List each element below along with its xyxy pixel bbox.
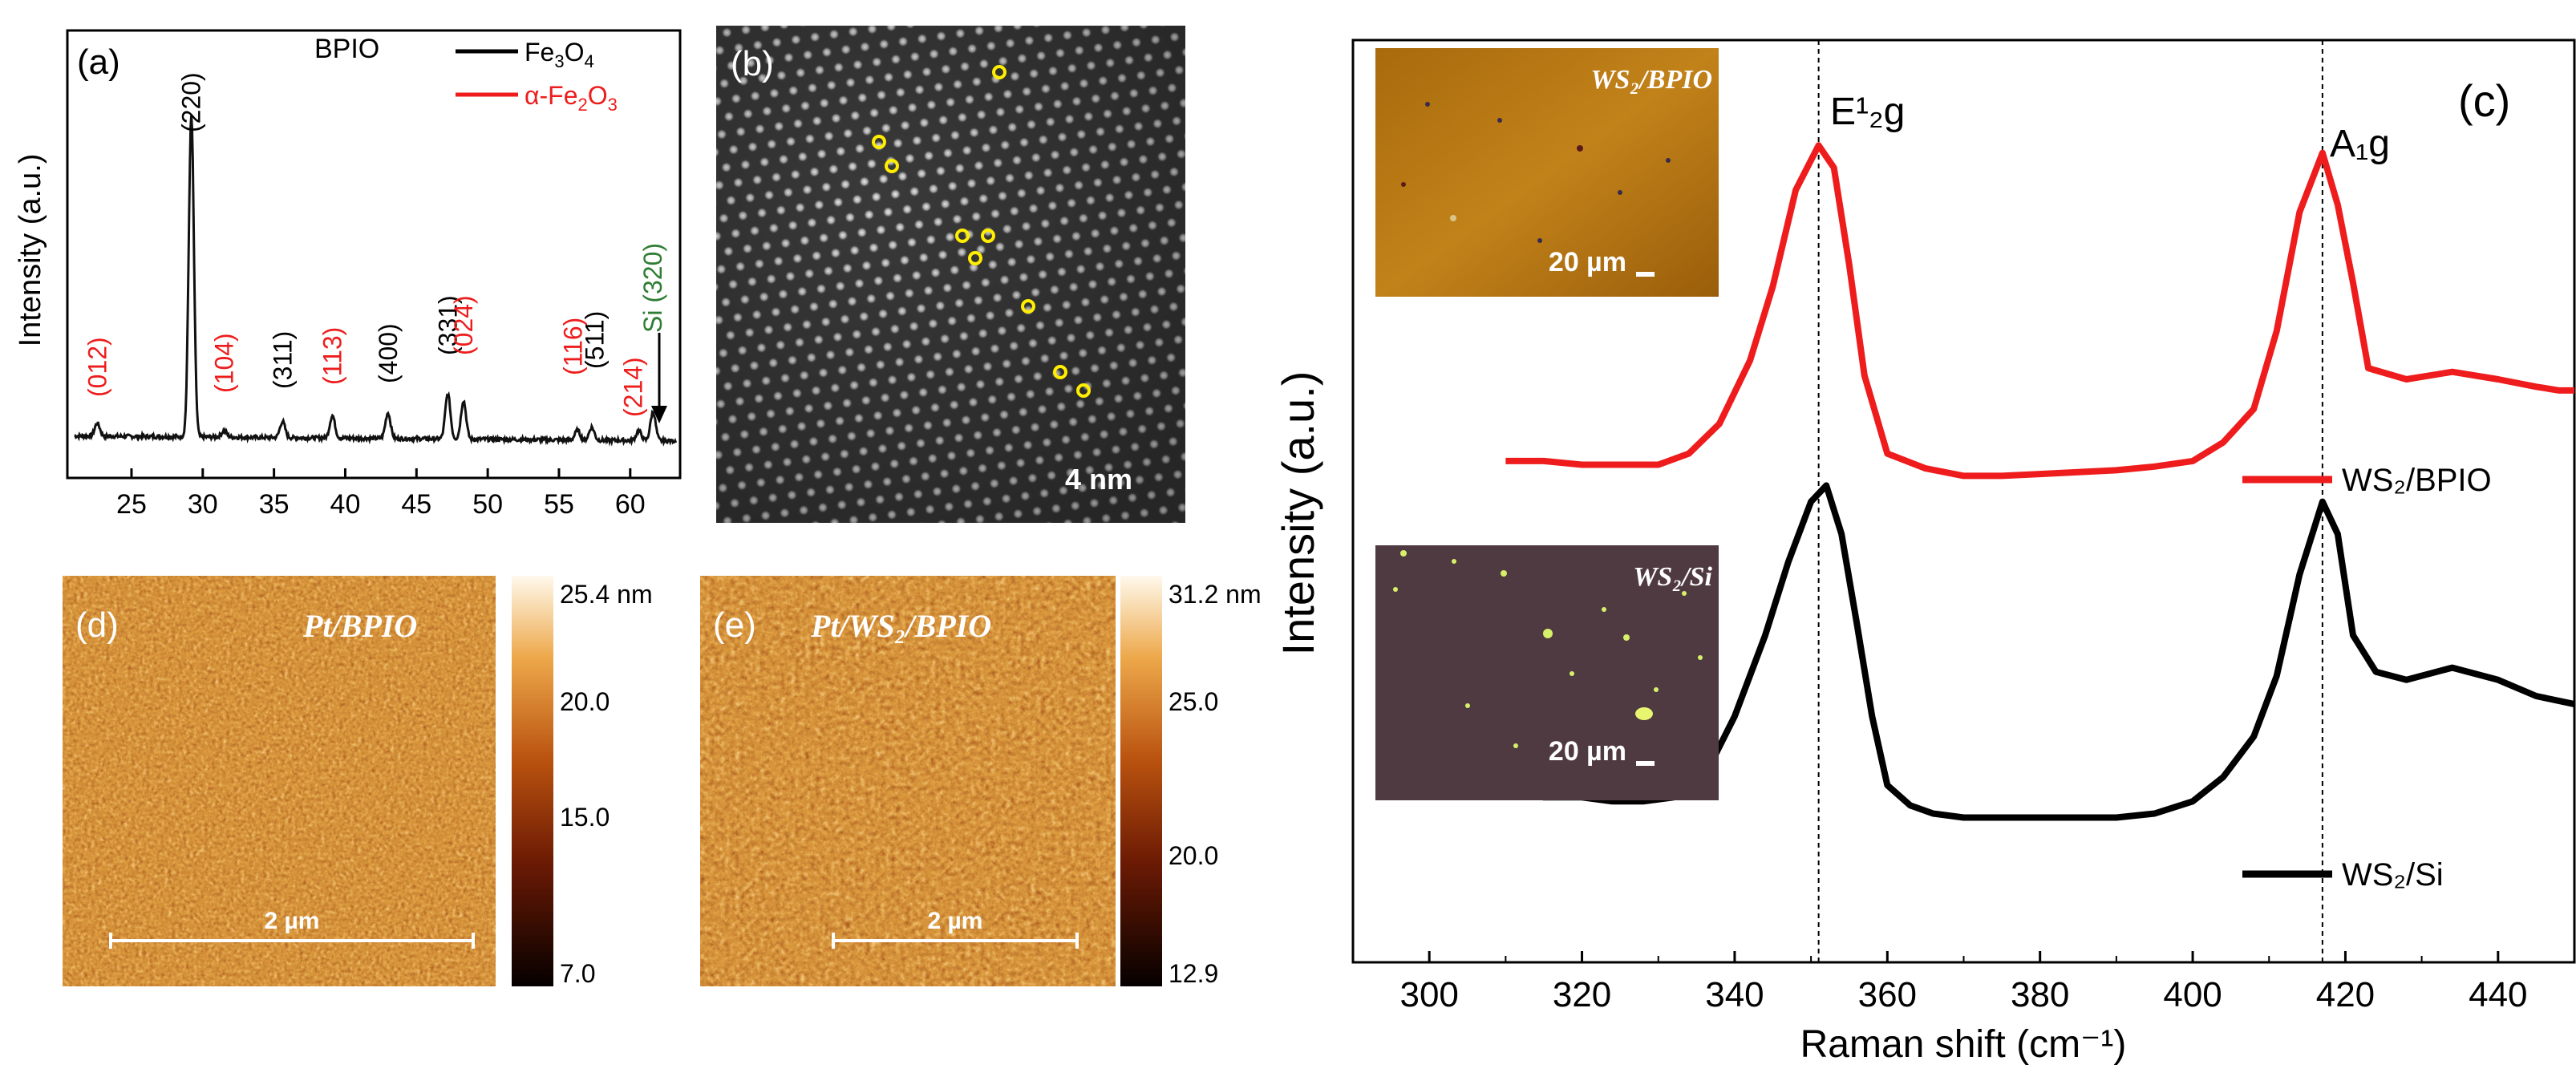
raman-x-tick-label: 320 xyxy=(1553,975,1611,1014)
afm-d-colorbar-min: 7.0 xyxy=(560,959,595,988)
panel-d-afm-image: (d) Pt/BPIO 2 µm 25.4 nm 20.0 15.0 7.0 xyxy=(63,576,653,988)
inset-ws2-bpio: WS₂/BPIO 20 µm xyxy=(1375,48,1719,297)
atom-marker xyxy=(1021,299,1035,314)
a1g-peak-label: A₁g xyxy=(2330,123,2390,165)
raman-x-tick-label: 440 xyxy=(2469,975,2527,1014)
raman-x-axis-label: Raman shift (cm⁻¹) xyxy=(1800,1023,2127,1066)
e2g-peak-label: E¹₂g xyxy=(1830,91,1905,133)
xrd-peak-label: (024) xyxy=(449,295,478,355)
xrd-peak-label: (331) xyxy=(433,295,462,355)
legend-label-ws2-si: WS₂/Si xyxy=(2342,857,2444,893)
panel-a-frame xyxy=(66,29,682,480)
xrd-series-line xyxy=(74,115,678,447)
atom-marker xyxy=(992,65,1007,79)
raman-x-tick-label: 360 xyxy=(1858,975,1917,1014)
inset-ws2-si-label: WS₂/Si xyxy=(1633,562,1712,592)
xrd-legend: Fe3O4 α-Fe2O3 xyxy=(456,38,618,115)
afm-d-colorbar-tick: 20.0 xyxy=(560,687,610,716)
xrd-peak-label: (214) xyxy=(618,357,647,417)
panel-d-label: (d) xyxy=(75,605,119,645)
afm-e-colorbar-tick: 20.0 xyxy=(1169,841,1218,870)
inset-ws2-si: WS₂/Si 20 µm xyxy=(1375,545,1719,800)
inset-ws2-bpio-scale: 20 µm xyxy=(1549,247,1626,277)
afm-d-surface xyxy=(63,576,496,986)
afm-e-sample-label: Pt/WS₂/BPIO xyxy=(810,608,991,644)
afm-e-colorbar-tick: 25.0 xyxy=(1169,687,1218,716)
raman-x-axis: 300 320 340 360 380 400 420 440 xyxy=(1352,951,2575,1014)
xrd-peak-label: (104) xyxy=(209,333,238,393)
xrd-x-axis: 25 30 35 40 45 50 55 60 xyxy=(116,468,646,520)
hrtem-shading xyxy=(716,26,1185,523)
xrd-x-tick-label: 30 xyxy=(188,489,218,520)
xrd-peak-label: (116) xyxy=(559,318,588,375)
panel-e-label: (e) xyxy=(713,605,756,645)
atom-marker xyxy=(968,251,982,265)
afm-e-scalebar-label: 2 µm xyxy=(928,908,983,934)
panel-c-raman-chart: 300 320 340 360 380 400 420 440 WS₂/BPIO 20 µm … xyxy=(1273,38,2576,1066)
inset-ws2-si-scale: 20 µm xyxy=(1549,736,1626,767)
xrd-peak-label: Si (320) xyxy=(638,243,667,333)
xrd-x-tick-label: 45 xyxy=(401,489,431,520)
afm-e-surface xyxy=(700,576,1116,986)
panel-b-hrtem-image: (b) 4 nm xyxy=(716,26,1185,523)
afm-d-scalebar-label: 2 µm xyxy=(265,908,320,934)
afm-e-colorbar-max: 31.2 nm xyxy=(1169,580,1262,609)
legend-label-ws2-bpio: WS₂/BPIO xyxy=(2342,463,2492,498)
xrd-peak-label: (113) xyxy=(318,327,346,385)
xrd-peak-label: (220) xyxy=(177,72,206,132)
panel-b-label: (b) xyxy=(731,44,774,83)
atom-marker xyxy=(981,229,995,243)
legend-label-fe3o4: Fe3O4 xyxy=(525,38,594,71)
afm-d-colorbar-max: 25.4 nm xyxy=(560,580,653,609)
afm-e-colorbar xyxy=(1120,576,1162,986)
inset-ws2-si-image xyxy=(1375,545,1719,800)
xrd-y-axis-label: Intensity (a.u.) xyxy=(14,154,47,347)
xrd-x-tick-label: 40 xyxy=(330,489,361,520)
afm-d-sample-label: Pt/BPIO xyxy=(302,608,417,644)
inset-ws2-bpio-image xyxy=(1375,48,1719,297)
xrd-peak-label: (400) xyxy=(374,323,403,383)
raman-legend: WS₂/BPIO WS₂/Si xyxy=(2242,463,2492,893)
afm-e-colorbar-min: 12.9 xyxy=(1169,959,1218,988)
xrd-peak-label: (012) xyxy=(83,337,111,397)
afm-d-colorbar-tick: 15.0 xyxy=(560,803,610,832)
xrd-x-tick-label: 50 xyxy=(472,489,503,520)
afm-d-colorbar xyxy=(512,576,553,986)
xrd-x-tick-label: 60 xyxy=(615,489,646,520)
raman-y-axis-label: Intensity (a.u.) xyxy=(1273,371,1323,656)
atom-marker xyxy=(872,135,886,149)
inset-ws2-bpio-label: WS₂/BPIO xyxy=(1590,65,1712,95)
xrd-x-tick-label: 25 xyxy=(116,489,147,520)
xrd-x-tick-label: 55 xyxy=(544,489,574,520)
panel-e-afm-image: (e) Pt/WS₂/BPIO 2 µm 31.2 nm 25.0 20.0 1… xyxy=(700,576,1262,988)
xrd-peak-labels: (012) (220) (104) (311) (113) (400) (331)(024)… xyxy=(83,72,667,417)
si-peak-arrow xyxy=(651,333,667,423)
xrd-peak-label: (311) xyxy=(268,331,297,389)
legend-label-fe2o3: α-Fe2O3 xyxy=(525,81,618,115)
atom-marker xyxy=(1076,383,1091,398)
raman-x-tick-label: 400 xyxy=(2163,975,2222,1014)
panel-a-xrd-chart: 25 30 35 40 45 50 55 60 (012) (220) (104) (311) (11… xyxy=(14,29,682,520)
xrd-peak-label: (511) xyxy=(580,311,609,369)
raman-x-tick-label: 380 xyxy=(2011,975,2069,1014)
panel-a-label: (a) xyxy=(77,43,120,82)
atom-marker xyxy=(1053,365,1067,379)
panel-c-label: (c) xyxy=(2458,75,2510,126)
raman-series-ws2-bpio xyxy=(1505,142,2574,480)
atom-marker xyxy=(955,229,970,243)
raman-x-tick-label: 300 xyxy=(1399,975,1458,1014)
raman-x-tick-label: 340 xyxy=(1705,975,1764,1014)
atom-markers xyxy=(872,65,1091,398)
atom-marker xyxy=(885,159,899,173)
panel-a-sample: BPIO xyxy=(314,34,379,64)
hrtem-scalebar-label: 4 nm xyxy=(1065,463,1132,496)
raman-x-tick-label: 420 xyxy=(2316,975,2375,1014)
xrd-x-tick-label: 35 xyxy=(259,489,290,520)
